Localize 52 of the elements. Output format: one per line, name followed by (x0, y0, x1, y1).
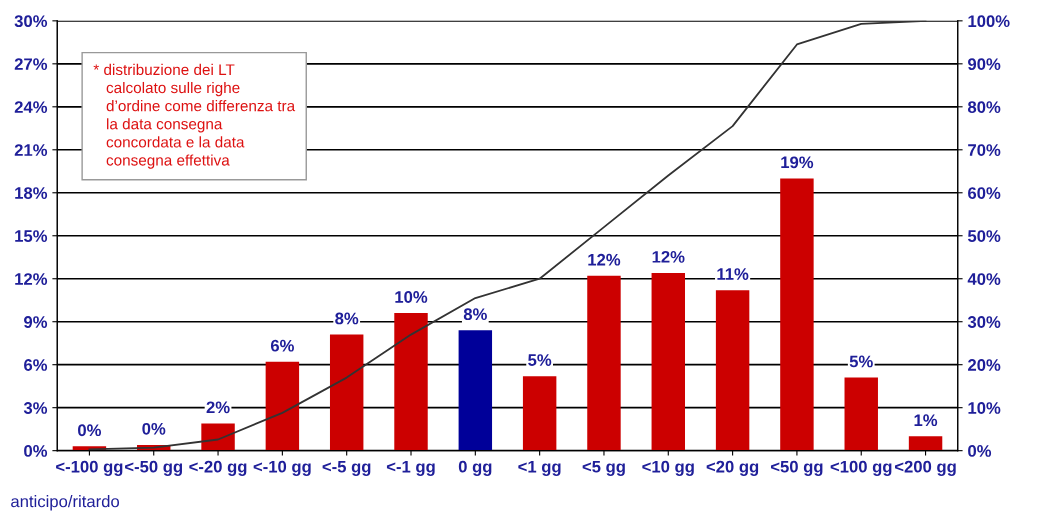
y2-tick-label: 30% (967, 316, 1001, 328)
y2-tick-label: 80% (967, 101, 1001, 114)
data-label: 8% (335, 312, 359, 325)
x-tick-label: <5 gg (582, 460, 625, 476)
data-label: 8% (463, 308, 487, 321)
data-label: 12% (588, 253, 621, 266)
x-tick-label: <200 gg (895, 460, 956, 476)
y-tick-label: 9% (24, 316, 48, 328)
x-tick-label: <-10 gg (253, 460, 311, 476)
data-label: 11% (717, 268, 749, 280)
x-tick-label: <-100 gg (56, 460, 123, 476)
y-tick-label: 0% (24, 445, 48, 457)
y-tick-label: 3% (23, 402, 48, 414)
y-tick-label: 30% (14, 15, 48, 28)
data-label: 10% (395, 291, 428, 303)
y2-tick-label: 70% (968, 144, 1001, 156)
y-tick-label: 15% (15, 230, 48, 242)
x-tick-label: 0 gg (458, 460, 492, 476)
x-tick-label: <-50 gg (125, 460, 183, 476)
data-label: 1% (914, 414, 938, 427)
x-axis-title: anticipo/ritardo (11, 495, 120, 511)
y-tick-label: 18% (15, 187, 48, 199)
y-tick-label: 21% (14, 144, 48, 156)
y-tick-label: 6% (24, 359, 48, 371)
x-tick-label: <-20 gg (189, 460, 247, 476)
y2-tick-label: 20% (968, 359, 1001, 371)
x-tick-label: <20 gg (706, 460, 759, 476)
data-label: 0% (78, 424, 102, 437)
x-tick-label: <50 gg (770, 460, 823, 476)
y-tick-label: 12% (15, 273, 48, 285)
y2-tick-label: 60% (968, 187, 1001, 199)
data-label: 6% (270, 339, 294, 352)
data-label: 12% (652, 250, 685, 263)
y2-tick-label: 50% (967, 230, 1001, 242)
y2-tick-label: 10% (968, 402, 1001, 414)
x-tick-label: <1 gg (518, 460, 561, 476)
data-label: 0% (142, 422, 166, 435)
y2-tick-label: 90% (968, 58, 1001, 71)
x-tick-label: <10 gg (642, 460, 694, 476)
y-tick-label: 27% (14, 58, 48, 70)
x-tick-label: <-1 gg (386, 460, 435, 476)
y2-tick-label: 0% (968, 445, 992, 457)
data-label: 19% (781, 156, 814, 169)
x-tick-label: <100 gg (830, 460, 892, 476)
annotation: * distribuzione dei LT calcolato sulle righe d’ordine come differenza tra la data consegna concordata e la data consegna effettiva (93, 63, 296, 169)
y-tick-label: 24% (14, 101, 48, 113)
y2-tick-label: 100% (968, 15, 1010, 28)
data-label: 2% (206, 401, 230, 414)
data-label: 5% (849, 355, 873, 368)
data-label: 5% (528, 354, 552, 366)
y2-tick-label: 40% (967, 273, 1001, 285)
x-tick-label: <-5 gg (322, 460, 371, 476)
